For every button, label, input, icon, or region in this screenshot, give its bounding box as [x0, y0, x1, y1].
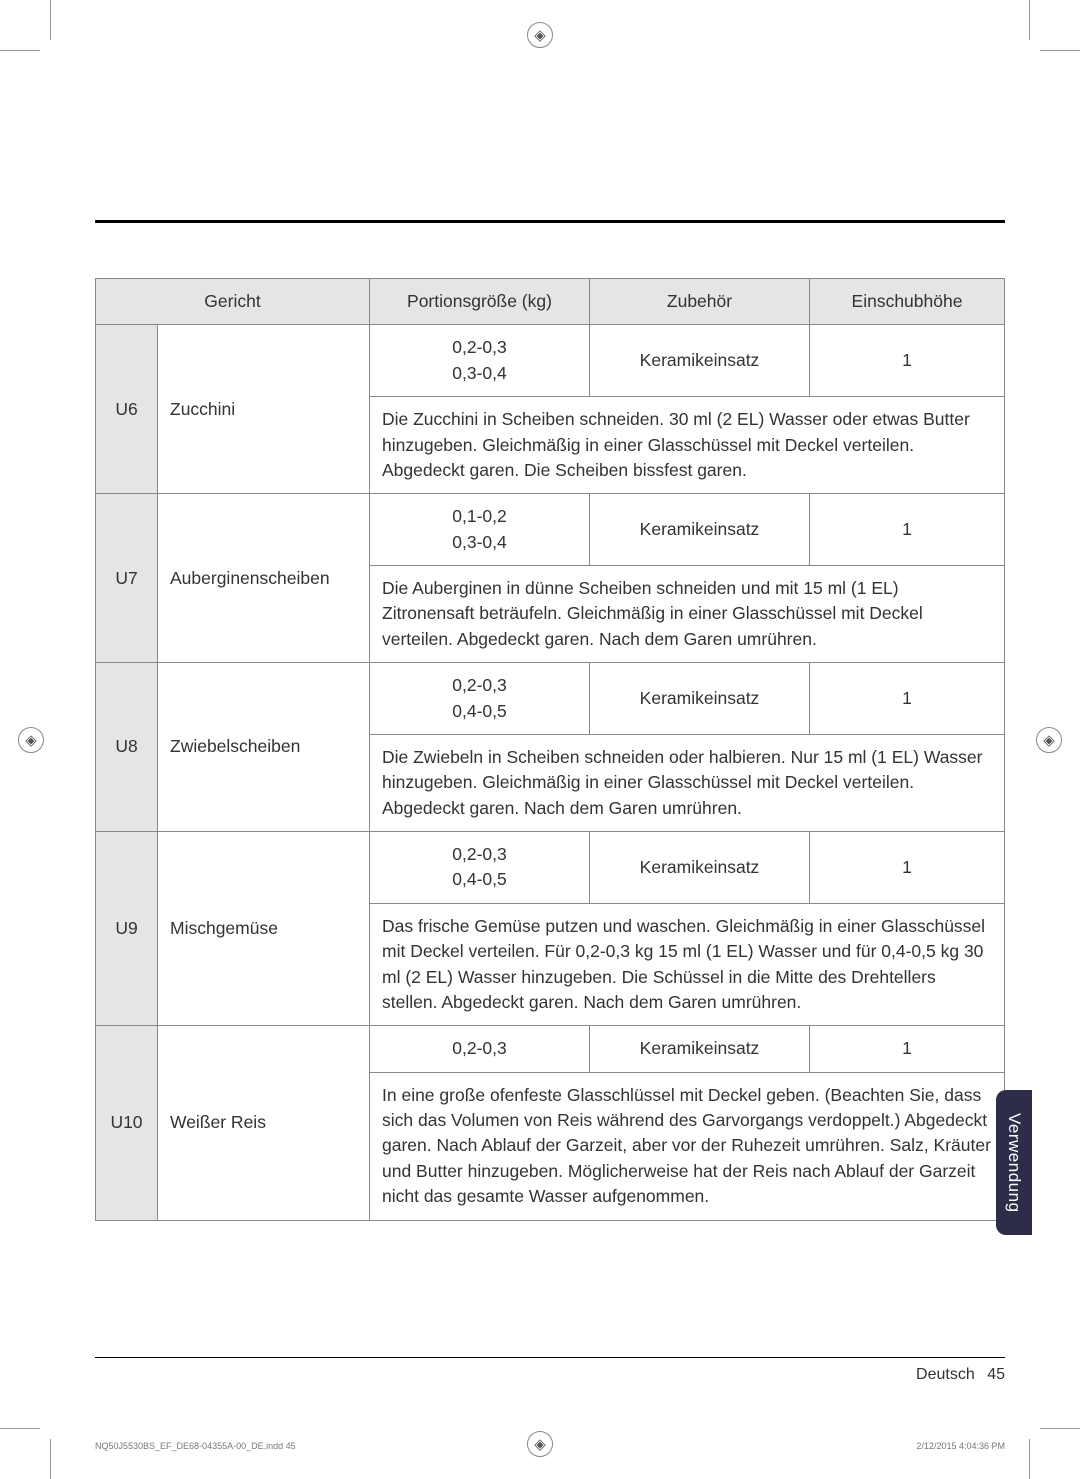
table-dish: Zwiebelscheiben — [158, 663, 370, 832]
table-accessory: Keramikeinsatz — [590, 494, 810, 566]
table-portion: 0,2-0,30,3-0,4 — [370, 325, 590, 397]
top-rule — [95, 220, 1005, 223]
table-instructions: Die Auberginen in dünne Scheiben schneid… — [370, 566, 1005, 663]
table-instructions: Das frische Gemüse putzen und waschen. G… — [370, 903, 1005, 1026]
page-footer: Deutsch 45 — [95, 1357, 1005, 1384]
table-rack: 1 — [810, 325, 1005, 397]
table-code: U9 — [96, 832, 158, 1026]
col-zubehor: Zubehör — [590, 279, 810, 325]
table-accessory: Keramikeinsatz — [590, 663, 810, 735]
table-dish: Auberginenscheiben — [158, 494, 370, 663]
footer-page-number: 45 — [987, 1366, 1005, 1383]
section-tab-label: Verwendung — [1004, 1113, 1024, 1213]
table-code: U10 — [96, 1026, 158, 1220]
table-instructions: Die Zwiebeln in Scheiben schneiden oder … — [370, 734, 1005, 831]
table-dish: Weißer Reis — [158, 1026, 370, 1220]
table-instructions: In eine große ofenfeste Glasschlüssel mi… — [370, 1072, 1005, 1220]
page-content: Gericht Portionsgröße (kg) Zubehör Einsc… — [0, 0, 1080, 1479]
table-accessory: Keramikeinsatz — [590, 325, 810, 397]
table-portion: 0,2-0,30,4-0,5 — [370, 663, 590, 735]
col-gericht: Gericht — [96, 279, 370, 325]
table-portion: 0,1-0,20,3-0,4 — [370, 494, 590, 566]
table-accessory: Keramikeinsatz — [590, 1026, 810, 1072]
table-rack: 1 — [810, 832, 1005, 904]
table-portion: 0,2-0,3 — [370, 1026, 590, 1072]
table-rack: 1 — [810, 494, 1005, 566]
table-code: U6 — [96, 325, 158, 494]
table-dish: Zucchini — [158, 325, 370, 494]
table-code: U8 — [96, 663, 158, 832]
col-portion: Portionsgröße (kg) — [370, 279, 590, 325]
print-timestamp: 2/12/2015 4:04:36 PM — [916, 1441, 1005, 1451]
section-tab: Verwendung — [996, 1090, 1032, 1235]
cooking-table: Gericht Portionsgröße (kg) Zubehör Einsc… — [95, 278, 1005, 1221]
print-filename: NQ50J5530BS_EF_DE68-04355A-00_DE.indd 45 — [95, 1441, 296, 1451]
table-rack: 1 — [810, 1026, 1005, 1072]
table-rack: 1 — [810, 663, 1005, 735]
table-dish: Mischgemüse — [158, 832, 370, 1026]
table-accessory: Keramikeinsatz — [590, 832, 810, 904]
col-einschub: Einschubhöhe — [810, 279, 1005, 325]
footer-language: Deutsch — [916, 1366, 975, 1383]
table-instructions: Die Zucchini in Scheiben schneiden. 30 m… — [370, 397, 1005, 494]
table-code: U7 — [96, 494, 158, 663]
table-portion: 0,2-0,30,4-0,5 — [370, 832, 590, 904]
